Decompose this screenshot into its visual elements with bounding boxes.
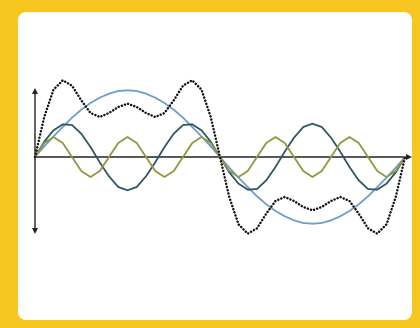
panel [18, 12, 412, 320]
plot [33, 79, 407, 235]
series-line [33, 79, 407, 235]
